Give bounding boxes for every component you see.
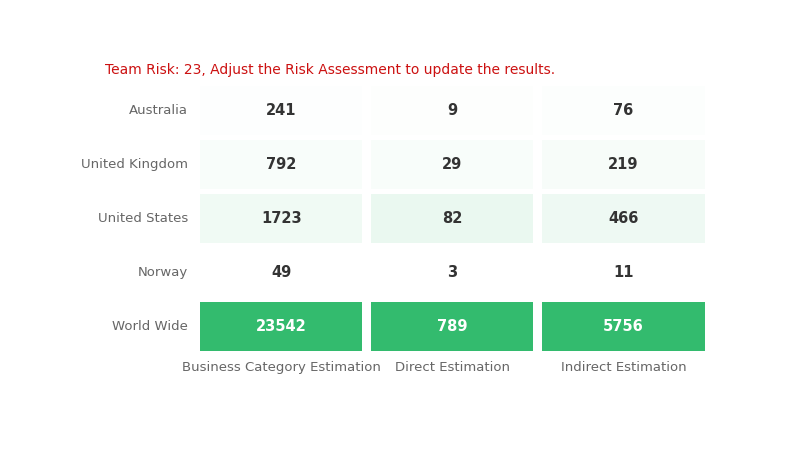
Bar [200,140,362,189]
Bar [542,302,705,351]
Text: 9: 9 [447,103,457,118]
Bar [371,140,534,189]
Text: 5756: 5756 [603,319,644,334]
Text: 219: 219 [608,157,638,172]
Text: Direct Estimation: Direct Estimation [395,360,510,374]
Text: United Kingdom: United Kingdom [81,158,188,171]
Bar [200,302,362,351]
Text: 29: 29 [442,157,462,172]
Text: 76: 76 [613,103,634,118]
Text: World Wide: World Wide [113,320,188,333]
Text: 23542: 23542 [256,319,306,334]
Bar [371,86,534,135]
Bar [542,194,705,243]
Text: 466: 466 [608,211,638,226]
Text: Norway: Norway [138,266,188,279]
Bar [371,194,534,243]
Bar [542,140,705,189]
Text: 792: 792 [266,157,296,172]
Text: 241: 241 [266,103,296,118]
Text: Business Category Estimation: Business Category Estimation [182,360,381,374]
Text: 11: 11 [613,265,634,280]
Text: 1723: 1723 [261,211,302,226]
Text: 789: 789 [437,319,468,334]
Text: 82: 82 [442,211,463,226]
Bar [200,86,362,135]
Text: 3: 3 [447,265,457,280]
Text: Indirect Estimation: Indirect Estimation [560,360,686,374]
Bar [371,302,534,351]
Text: 49: 49 [271,265,291,280]
Text: Team Risk: 23, Adjust the Risk Assessment to update the results.: Team Risk: 23, Adjust the Risk Assessmen… [105,63,555,76]
Text: Australia: Australia [129,104,188,117]
Bar [542,86,705,135]
Text: United States: United States [98,212,188,225]
Bar [200,194,362,243]
